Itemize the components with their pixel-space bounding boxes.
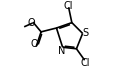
Text: Cl: Cl bbox=[80, 58, 90, 68]
Text: O: O bbox=[30, 39, 38, 49]
Text: O: O bbox=[27, 18, 35, 28]
Text: N: N bbox=[58, 46, 65, 56]
Text: Cl: Cl bbox=[63, 1, 72, 11]
Text: S: S bbox=[82, 28, 88, 38]
